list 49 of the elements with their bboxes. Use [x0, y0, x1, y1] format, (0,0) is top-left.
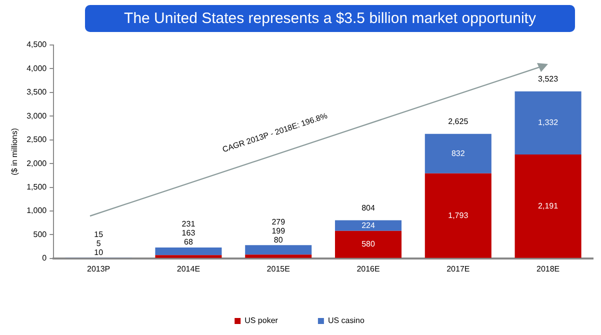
- annotation: CAGR 2013P - 2018E: 196.8%: [221, 111, 329, 154]
- total-label: 804: [362, 203, 376, 212]
- data-label: 80: [274, 235, 284, 244]
- data-label: 5: [96, 238, 102, 248]
- total-label: 3,523: [538, 74, 559, 84]
- data-label: 580: [362, 240, 376, 249]
- bar: [334, 220, 402, 231]
- data-label: 199: [272, 226, 286, 236]
- y-tick-label: 3,500: [26, 88, 48, 97]
- data-label: 2,191: [538, 201, 559, 210]
- bar: [245, 245, 312, 255]
- data-label: 1,332: [538, 118, 559, 128]
- bar: [334, 230, 402, 258]
- x-tick-label: 2016E: [356, 264, 380, 274]
- data-label: 832: [451, 148, 466, 158]
- data-label: 10: [94, 248, 104, 257]
- bar: [245, 254, 312, 258]
- x-tick-label: 2015E: [266, 264, 290, 274]
- y-tick-label: 4,500: [26, 40, 48, 50]
- legend-label: US poker: [244, 316, 278, 326]
- total-label: 15: [94, 230, 104, 239]
- total-label: 279: [272, 217, 286, 226]
- bar: [155, 247, 222, 256]
- x-tick-label: 2013P: [87, 264, 110, 274]
- total-label: 2,625: [448, 117, 469, 126]
- data-label: 1,793: [448, 210, 469, 220]
- bar: [424, 173, 492, 258]
- x-tick-label: 2018E: [536, 264, 560, 274]
- y-tick-label: 4,000: [26, 64, 48, 73]
- x-tick-label: 2014E: [176, 264, 200, 274]
- bar: [155, 255, 222, 258]
- total-label: 231: [182, 220, 196, 229]
- y-tick-label: 3,000: [26, 111, 48, 120]
- y-axis-title: ($ in millions): [10, 128, 20, 176]
- legend-label: US casino: [328, 316, 365, 326]
- data-label: 68: [184, 238, 194, 247]
- bar: [424, 134, 492, 174]
- y-tick-label: 1,000: [26, 206, 48, 216]
- y-tick-label: 1,500: [26, 182, 48, 192]
- data-label: 224: [362, 220, 376, 230]
- x-tick-label: 2017E: [446, 264, 470, 274]
- y-tick-label: 2,000: [26, 158, 48, 168]
- bar: [514, 91, 582, 154]
- chart-title: The United States represents a $3.5 billion market opportunity: [85, 5, 575, 32]
- y-tick-label: 0: [42, 254, 48, 263]
- y-tick-label: 2,500: [26, 135, 48, 144]
- data-label: 163: [182, 228, 196, 238]
- y-tick-label: 500: [33, 230, 48, 239]
- bar: [514, 154, 582, 258]
